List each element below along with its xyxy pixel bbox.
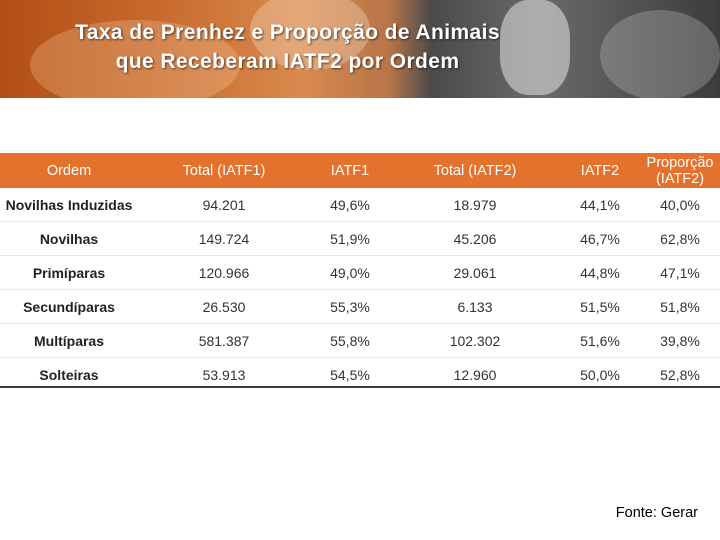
- table-cell: 47,1%: [640, 255, 720, 290]
- banner-background-image: [250, 0, 370, 70]
- table-header-row: Ordem Total (IATF1) IATF1 Total (IATF2) …: [0, 153, 720, 188]
- row-label: Novilhas: [0, 221, 138, 256]
- column-header: Proporção (IATF2): [640, 153, 720, 188]
- table-cell: 49,6%: [310, 188, 390, 222]
- table-cell: 53.913: [202, 366, 246, 383]
- banner-background-image: [600, 10, 720, 98]
- table-cell: 581.387: [138, 323, 310, 358]
- table-cell: 55,8%: [310, 323, 390, 358]
- header-banner: Taxa de Prenhez e Proporção de Animais q…: [0, 0, 720, 98]
- table-cell: 51,6%: [560, 323, 640, 358]
- row-label: Solteiras: [39, 366, 99, 383]
- table-cell: 51,9%: [310, 221, 390, 256]
- column-header: IATF2: [560, 153, 640, 188]
- table-row: Multíparas 581.387 55,8% 102.302 51,6% 3…: [0, 323, 720, 358]
- table-cell: 44,8%: [560, 255, 640, 290]
- table-cell: 51,5%: [560, 289, 640, 324]
- table-row: Secundíparas 26.530 55,3% 6.133 51,5% 51…: [0, 289, 720, 324]
- slide-title: Taxa de Prenhez e Proporção de Animais q…: [0, 18, 575, 76]
- table-cell: 18.979: [390, 188, 560, 222]
- table-cell: 49,0%: [310, 255, 390, 290]
- table-cell: 120.966: [138, 255, 310, 290]
- row-label: Primíparas: [0, 255, 138, 290]
- table-row: Novilhas Induzidas 94.201 49,6% 18.979 4…: [0, 188, 720, 222]
- column-header: IATF1: [310, 153, 390, 188]
- data-table: Ordem Total (IATF1) IATF1 Total (IATF2) …: [0, 153, 720, 391]
- table-row: Novilhas 149.724 51,9% 45.206 46,7% 62,8…: [0, 221, 720, 256]
- data-table-container: Ordem Total (IATF1) IATF1 Total (IATF2) …: [0, 153, 720, 388]
- row-label: Multíparas: [0, 323, 138, 358]
- table-cell: 149.724: [138, 221, 310, 256]
- title-line-1: Taxa de Prenhez e Proporção de Animais: [75, 21, 500, 44]
- table-cell: 55,3%: [310, 289, 390, 324]
- table-cell: 102.302: [390, 323, 560, 358]
- table-row: Primíparas 120.966 49,0% 29.061 44,8% 47…: [0, 255, 720, 290]
- table-cell: 50,0%: [580, 366, 620, 383]
- table-cell: 12.960: [453, 366, 497, 383]
- table-cell: 54,5%: [330, 366, 370, 383]
- table-cell: 45.206: [390, 221, 560, 256]
- column-header: Ordem: [0, 153, 138, 188]
- table-cell: 51,8%: [640, 289, 720, 324]
- table-cell: 62,8%: [640, 221, 720, 256]
- table-row: Solteiras 53.913 54,5% 12.960 50,0% 52,8…: [0, 358, 720, 392]
- banner-background-image: [500, 0, 570, 95]
- table-cell: 94.201: [138, 188, 310, 222]
- title-line-2: que Receberam IATF2 por Ordem: [115, 50, 460, 73]
- table-cell: 6.133: [390, 289, 560, 324]
- table-cell: 52,8%: [660, 366, 700, 383]
- row-label: Novilhas Induzidas: [0, 188, 138, 222]
- row-label: Secundíparas: [0, 289, 138, 324]
- table-cell: 40,0%: [640, 188, 720, 222]
- table-cell: 26.530: [138, 289, 310, 324]
- table-cell: 29.061: [390, 255, 560, 290]
- table-cell: 46,7%: [560, 221, 640, 256]
- column-header: Total (IATF1): [138, 153, 310, 188]
- table-cell: 44,1%: [560, 188, 640, 222]
- banner-background-image: [30, 20, 240, 98]
- table-cell: 39,8%: [640, 323, 720, 358]
- column-header: Total (IATF2): [390, 153, 560, 188]
- source-caption: Fonte: Gerar: [615, 505, 698, 521]
